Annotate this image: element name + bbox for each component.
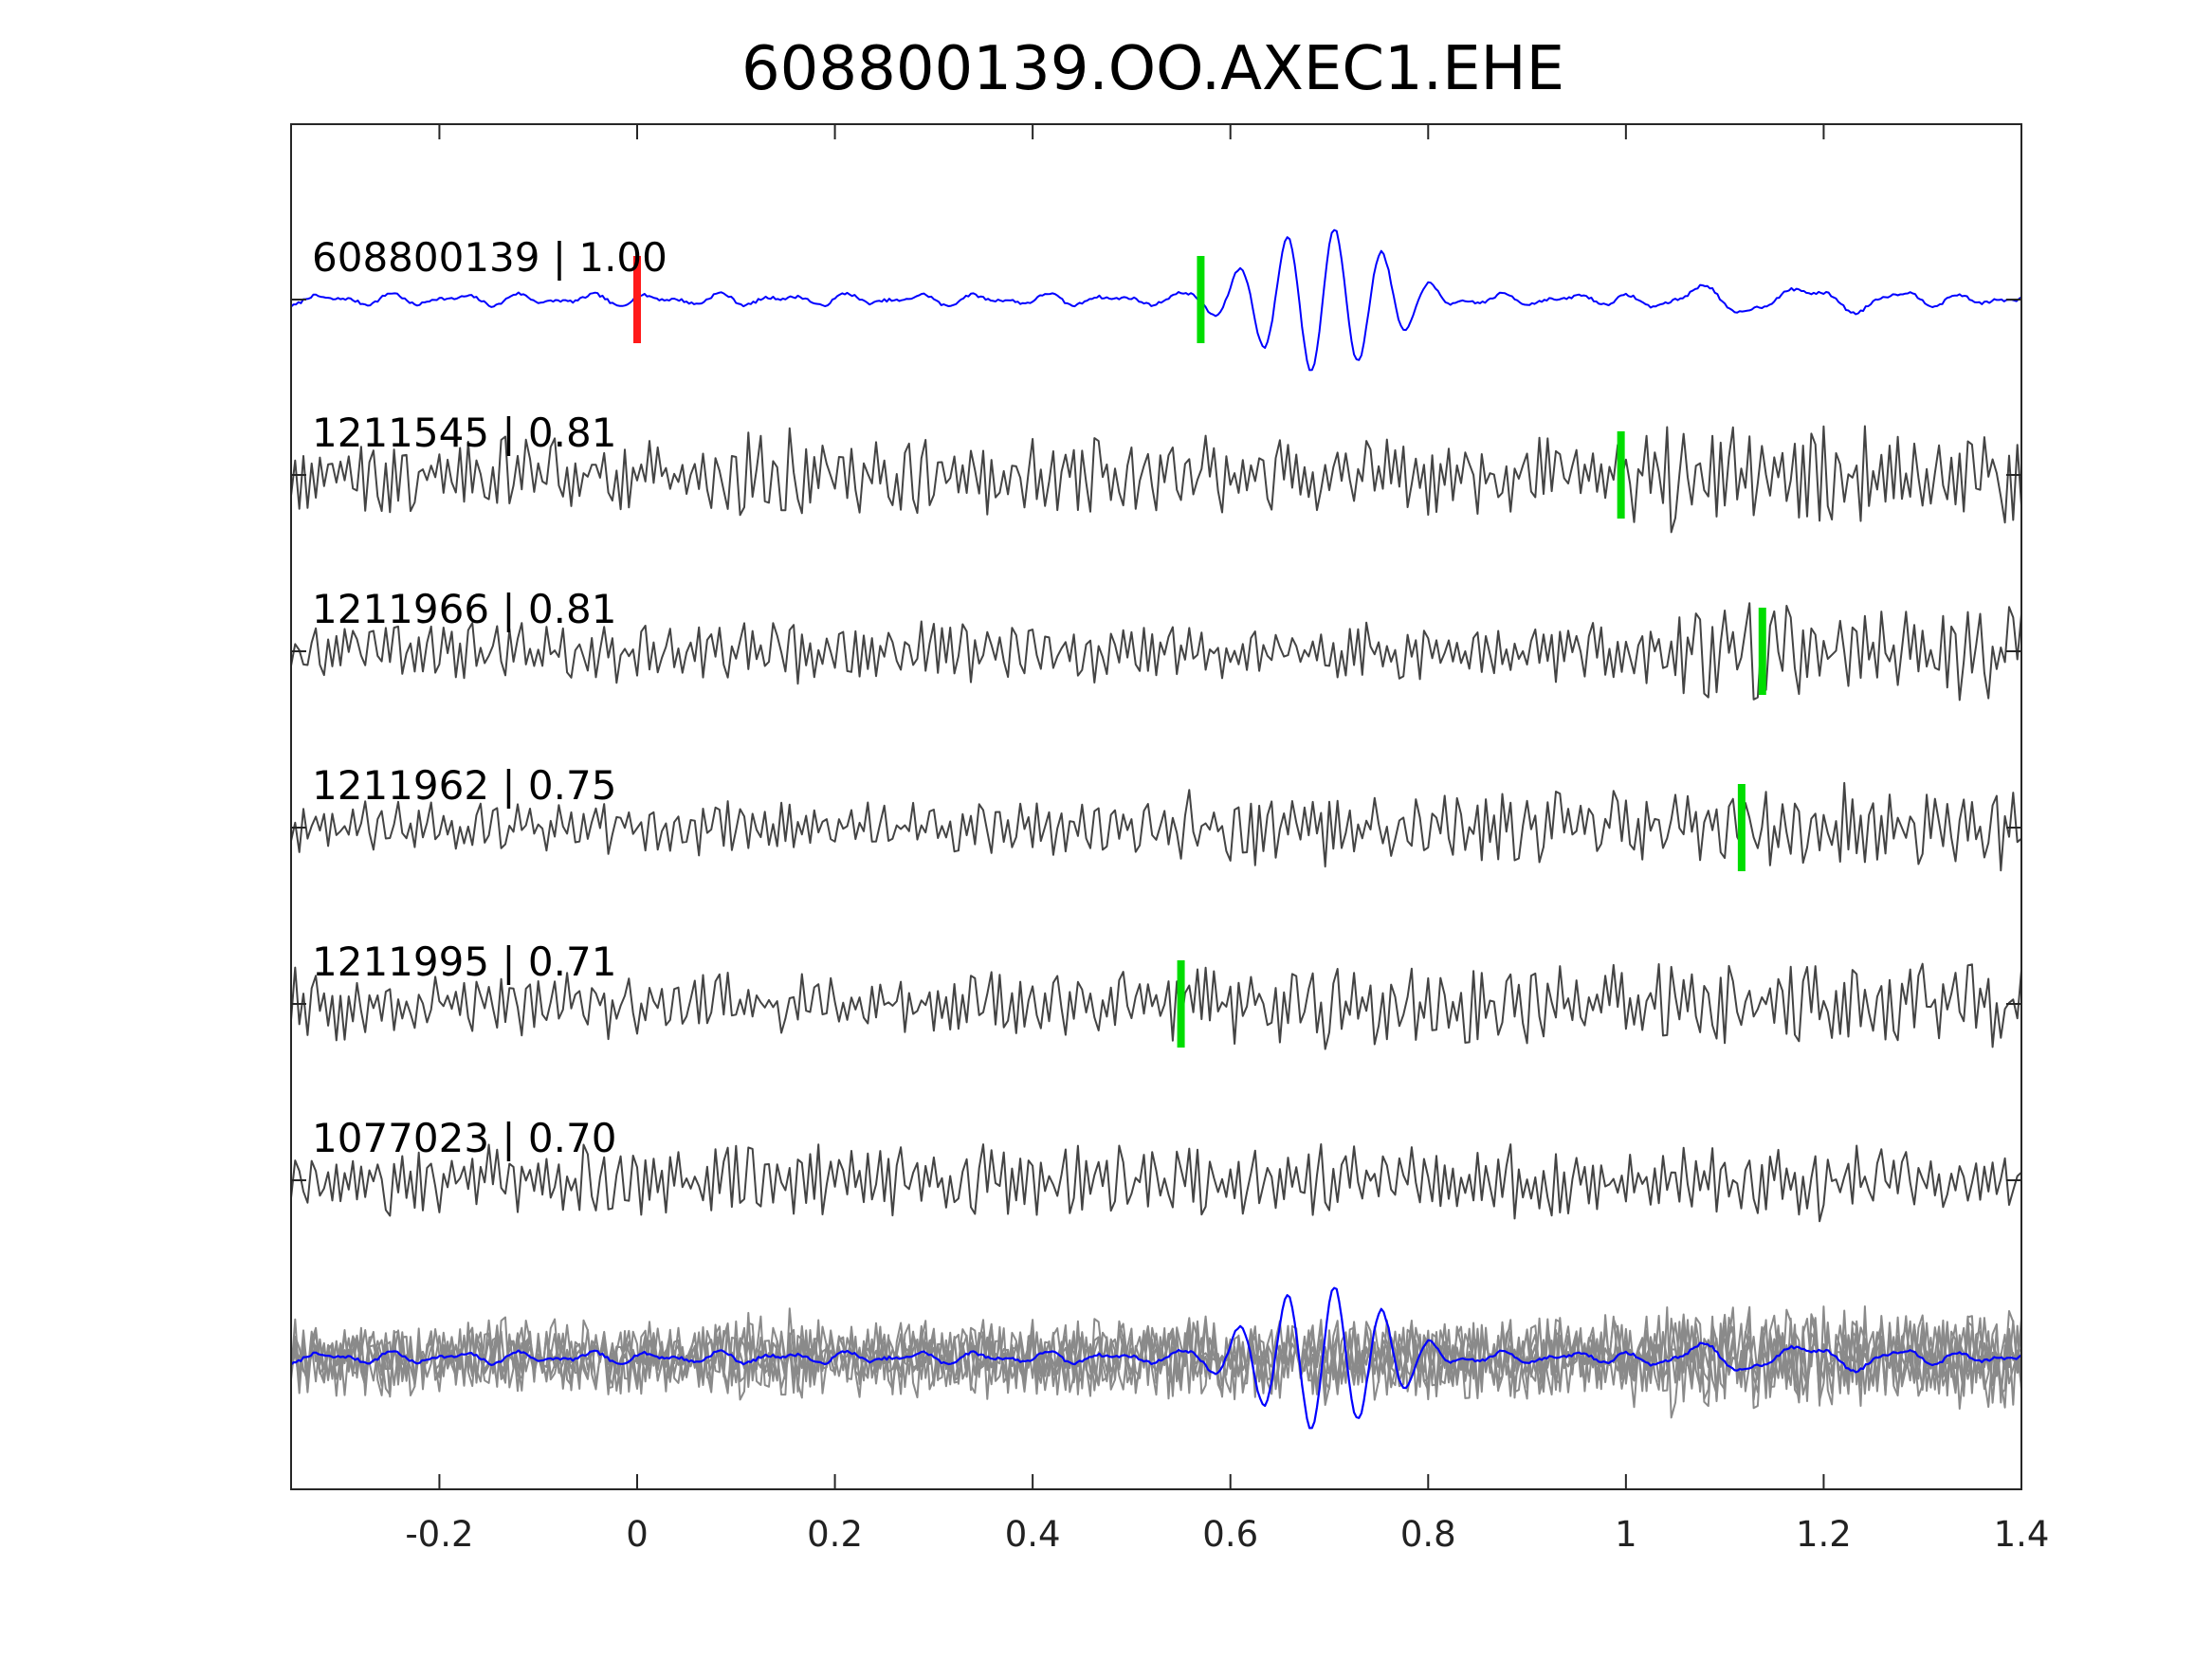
trace-1077023 <box>290 1143 2022 1223</box>
x-axis: -0.2 0 0.2 0.4 0.6 0.8 1 1.2 1.4 <box>291 124 2049 1555</box>
x-tick-label: 0.8 <box>1400 1514 1456 1555</box>
overlay-trace <box>290 1314 2022 1400</box>
trace-label: 1077023 | 0.70 <box>312 1115 616 1161</box>
x-tick-label: 0.2 <box>807 1514 863 1555</box>
x-tick-label: 0 <box>626 1514 649 1555</box>
trace-1211962 <box>290 781 2022 872</box>
trace-label: 1211962 | 0.75 <box>312 762 616 809</box>
overlay-trace <box>290 1309 2022 1404</box>
x-tick-label: -0.2 <box>405 1514 473 1555</box>
trace-1211966 <box>290 602 2022 702</box>
trace-1211995 <box>290 962 2022 1050</box>
x-tick-label: 1.2 <box>1796 1514 1852 1555</box>
trace-labels: 608800139 | 1.00 1211545 | 0.81 1211966 | … <box>312 234 667 1161</box>
picks-layer <box>633 256 1766 1048</box>
trace-label: 608800139 | 1.00 <box>312 234 667 281</box>
x-tick-label: 0.6 <box>1202 1514 1258 1555</box>
trace-1211545 <box>290 425 2022 534</box>
trace-label: 1211545 | 0.81 <box>312 410 616 456</box>
axes-frame <box>290 123 2022 1490</box>
overlay-trace <box>290 1319 2022 1402</box>
overlay-reference <box>290 1286 2022 1430</box>
x-tick-label: 1.4 <box>1994 1514 2050 1555</box>
trace-label: 1211966 | 0.81 <box>312 586 616 632</box>
x-tick-label: 0.4 <box>1005 1514 1061 1555</box>
traces-layer <box>290 228 2022 1430</box>
trace-label: 1211995 | 0.71 <box>312 939 616 985</box>
chart-title: 608800139.OO.AXEC1.EHE <box>741 34 1564 104</box>
trace-608800139 <box>290 228 2022 372</box>
x-tick-label: 1 <box>1615 1514 1637 1555</box>
